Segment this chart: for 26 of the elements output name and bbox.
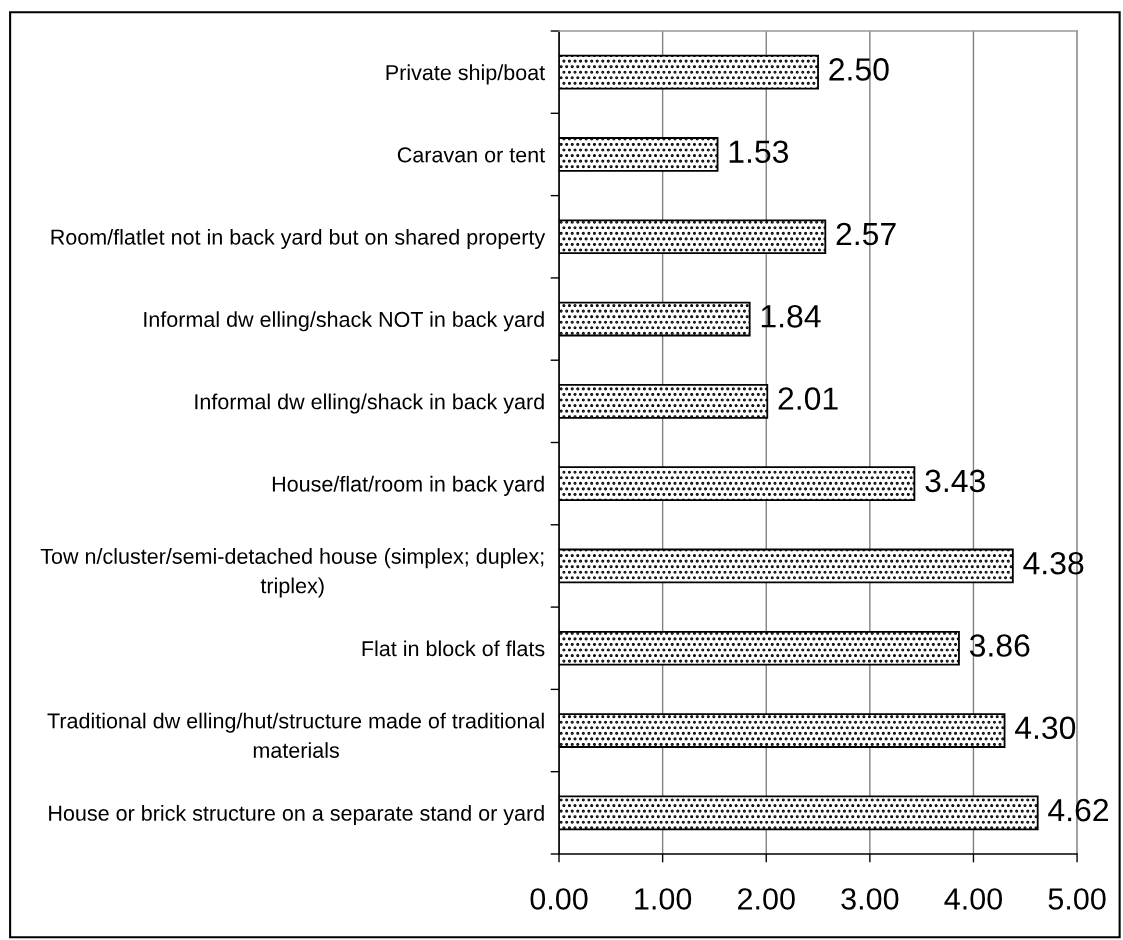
data-label: 4.38 [1023,551,1084,575]
y-tick-label: Tow n/cluster/semi-detached house (simplex; duplex; triplex) [40,548,544,598]
y-tick-label: Room/flatlet not in back yard but on shared property [51,228,546,250]
y-tick-label: Private ship/boat [386,64,545,85]
data-label: 4.62 [1048,798,1108,822]
data-label: 4.30 [1015,716,1076,740]
data-label: 3.43 [925,469,985,493]
y-tick-label: Flat in block of flats [362,640,545,657]
data-label: 2.50 [829,58,889,81]
data-label: 1.53 [729,140,789,164]
x-tick-label: 1.00 [635,888,692,910]
y-tick-label: Traditional dw elling/hut/structure made of traditional materials [47,712,544,758]
data-label: 2.01 [778,387,838,410]
x-tick-label: 3.00 [841,888,899,910]
data-label: 3.86 [969,634,1030,657]
y-tick-label: House or brick structure on a separate stand or yard [49,805,544,826]
data-label: 1.84 [761,305,821,328]
x-tick-label: 2.00 [738,888,795,910]
y-tick-label: Informal dw elling/shack NOT in back yard [144,311,544,332]
y-tick-label: Caravan or tent [397,147,545,163]
x-tick-label: 0.00 [530,888,588,910]
y-tick-label: Informal dw elling/shack in back yard [195,393,544,414]
x-tick-label: 5.00 [1048,888,1106,910]
y-tick-label: House/flat/room in back yard [272,475,544,496]
data-label: 2.57 [836,222,896,246]
x-tick-label: 4.00 [944,888,1002,910]
